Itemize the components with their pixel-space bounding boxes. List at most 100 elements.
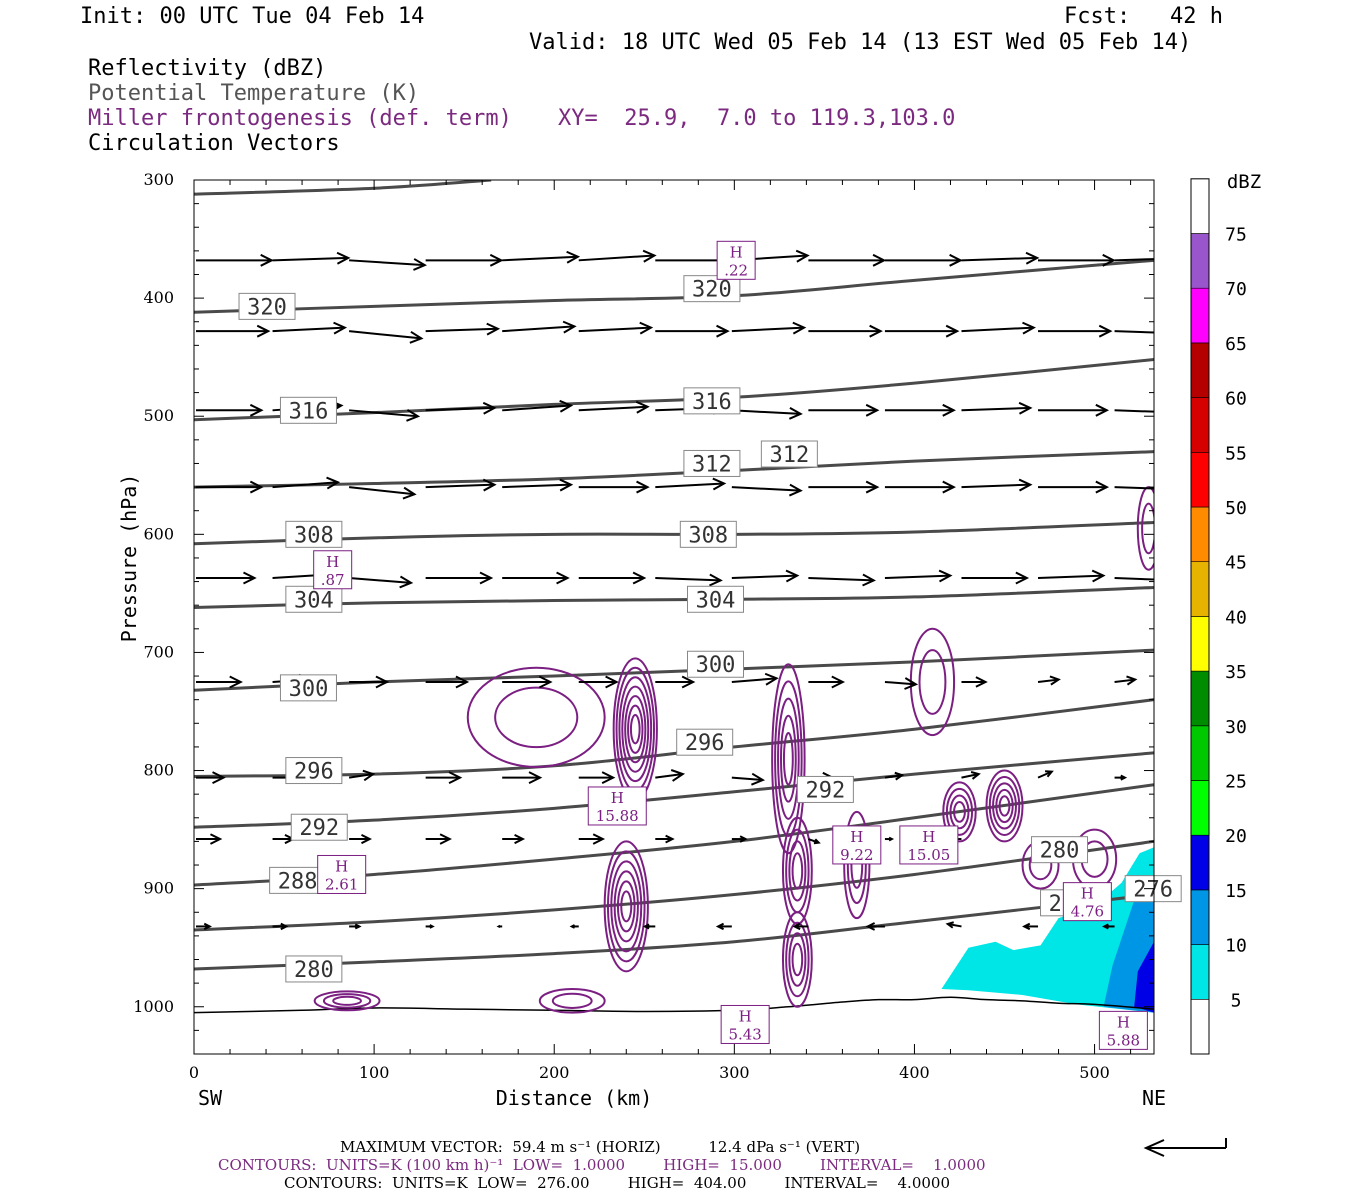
fronto-contour-5-3 [995, 788, 1014, 824]
fronto-contour-0-3 [621, 685, 650, 773]
theta-label-8: 304 [285, 585, 343, 613]
vector-arrow-2-10 [961, 401, 1033, 415]
fronto-max-marker: H [922, 828, 935, 846]
fronto-max-marker: H [739, 1007, 752, 1025]
x-axis-label: Distance (km) [496, 1086, 653, 1110]
vector-arrow-6-3 [425, 771, 463, 785]
fronto-max-value: 5.88 [1107, 1031, 1140, 1049]
colorbar-tick-label: 60 [1225, 389, 1247, 410]
svg-text:312: 312 [769, 443, 809, 468]
theta-label-9: 304 [687, 585, 745, 613]
fronto-max-marker: H [1081, 885, 1094, 903]
fronto-max-8: H5.88 [1098, 1010, 1148, 1050]
theta-contour-info: CONTOURS: UNITS=K LOW= 276.00 HIGH= 404.… [284, 1174, 950, 1192]
colorbar-tick-label: 65 [1225, 334, 1247, 355]
theta-label-17: 280 [285, 955, 343, 983]
vector-arrow-6-0 [196, 771, 226, 785]
vector-arrow-8-0 [196, 922, 212, 931]
y-tick-label: 900 [143, 879, 174, 898]
vector-arrow-8-6 [642, 923, 656, 930]
fronto-max-2: H15.88 [587, 786, 647, 826]
fronto-contour-2-4 [616, 880, 636, 933]
vector-arrow-5-7 [731, 672, 779, 686]
colorbar-segment-9 [1190, 506, 1210, 563]
vector-arrow-0-1 [272, 251, 351, 265]
theta-label-4: 312 [683, 449, 741, 477]
vector-arrow-3-3 [425, 478, 497, 492]
x-tick-label: 0 [189, 1063, 199, 1082]
field-reflectivity: Reflectivity (dBZ) [88, 56, 327, 81]
y-tick-label: 800 [143, 761, 174, 780]
fronto-max-6: H4.76 [1062, 882, 1112, 922]
fronto-max-value: 9.22 [840, 846, 873, 864]
vector-arrow-5-9 [884, 677, 919, 690]
fronto-max-value: 5.43 [728, 1025, 761, 1043]
vector-arrow-6-12 [1114, 774, 1128, 781]
theta-label-11: 300 [687, 650, 745, 678]
fronto-contour-13-1 [1141, 502, 1154, 555]
fronto-contour-1-1 [774, 680, 803, 838]
vector-arrow-2-12 [1114, 409, 1154, 413]
vector-arrow-1-6 [655, 324, 730, 338]
vector-arrow-2-4 [502, 399, 574, 413]
fronto-contour-3-3 [791, 852, 804, 890]
vector-arrow-3-12 [1114, 486, 1154, 490]
vector-arrow-5-6 [655, 675, 696, 689]
vector-arrow-0-5 [578, 249, 657, 263]
fronto-max-value: 15.05 [907, 846, 950, 864]
x-axis-left-end-label: SW [198, 1086, 223, 1110]
colorbar-tick-label: 75 [1225, 225, 1247, 246]
vector-arrow-4-0 [196, 571, 257, 585]
fronto-max-value: 15.88 [596, 807, 639, 825]
vector-arrow-0-2 [349, 258, 428, 271]
theta-line-316 [194, 358, 1154, 422]
vector-arrow-6-10 [961, 771, 981, 780]
plot-frame [193, 179, 1155, 1055]
vector-arrow-0-3 [425, 253, 504, 267]
field-frontogenesis: Miller frontogenesis (def. term) [88, 106, 512, 131]
y-tick-label: 700 [143, 642, 174, 661]
vector-arrow-3-2 [348, 486, 417, 500]
fronto-contour-6-3 [953, 801, 966, 823]
fronto-max-marker: H [1117, 1013, 1130, 1031]
fronto-contour-3-2 [788, 840, 807, 902]
vector-arrow-4-2 [349, 575, 414, 589]
fronto-contour-1-0 [771, 663, 806, 855]
vector-arrow-5-5 [578, 675, 619, 689]
colorbar-frame [1190, 178, 1210, 1055]
forecast-hour: Fcst: 42 h [1064, 4, 1223, 29]
vector-arrow-1-9 [884, 324, 960, 338]
vector-arrow-0-10 [961, 251, 1040, 265]
vector-arrow-8-11 [1022, 922, 1039, 931]
vector-arrow-7-6 [655, 834, 675, 844]
svg-text:312: 312 [692, 452, 732, 477]
vector-arrow-8-12 [1102, 923, 1115, 930]
svg-text:304: 304 [294, 588, 334, 613]
fronto-contour-4-2 [788, 932, 807, 987]
svg-text:320: 320 [692, 278, 732, 303]
colorbar-tick-label: 55 [1225, 443, 1247, 464]
vector-arrow-2-11 [1038, 403, 1110, 417]
colorbar-segment-13 [1190, 287, 1210, 344]
theta-line-312 [194, 450, 1154, 489]
reference-vector-arrow [1143, 1138, 1227, 1157]
vector-arrow-3-6 [655, 477, 727, 491]
vector-arrow-1-10 [961, 321, 1036, 335]
fronto-max-marker: H [335, 857, 348, 875]
theta-label-13: 296 [676, 728, 734, 756]
x-tick-label: 500 [1079, 1063, 1110, 1082]
vector-arrow-4-12 [1114, 577, 1154, 581]
axes: 300 400 500 600 700 800 900 1000 0 100 200 300 400 50… [117, 170, 1166, 1110]
vector-arrow-1-4 [502, 320, 577, 334]
svg-text:304: 304 [696, 588, 736, 613]
vector-arrow-2-8 [808, 403, 880, 417]
svg-text:292: 292 [806, 778, 846, 803]
fronto-contour-10-2 [332, 995, 362, 1006]
vector-arrow-7-7 [731, 835, 748, 843]
vector-arrow-8-8 [792, 922, 809, 931]
vector-arrow-1-5 [578, 321, 654, 335]
vector-arrow-6-5 [578, 771, 616, 785]
fronto-contour-4-3 [791, 942, 804, 977]
colorbar-tick-label: 35 [1225, 662, 1247, 683]
svg-text:316: 316 [289, 399, 329, 424]
